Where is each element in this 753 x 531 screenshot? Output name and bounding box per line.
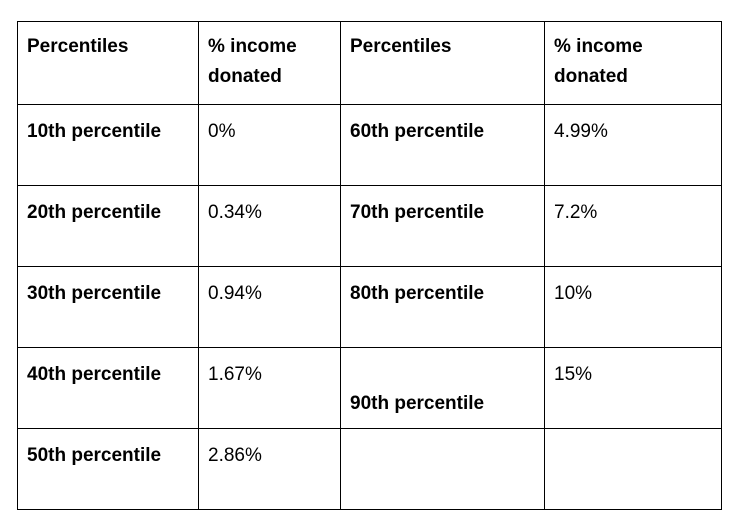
row-label-right: 90th percentile (340, 347, 545, 429)
row-value-left: 2.86% (198, 428, 341, 510)
row-label-right (340, 428, 545, 510)
row-value-right: 10% (544, 266, 722, 348)
table-row: 20th percentile 0.34% 70th percentile 7.… (17, 185, 722, 267)
row-value-left: 0.34% (198, 185, 341, 267)
row-value-right (544, 428, 722, 510)
row-value-right: 15% (544, 347, 722, 429)
row-value-right: 4.99% (544, 104, 722, 186)
header-percentiles-left: Percentiles (17, 21, 199, 105)
header-income-donated-right: % income donated (544, 21, 722, 105)
row-label-right: 70th percentile (340, 185, 545, 267)
table-row: 10th percentile 0% 60th percentile 4.99% (17, 104, 722, 186)
row-value-right: 7.2% (544, 185, 722, 267)
row-label-left: 10th percentile (17, 104, 199, 186)
row-label-left: 40th percentile (17, 347, 199, 429)
header-percentiles-right: Percentiles (340, 21, 545, 105)
header-income-donated-left: % income donated (198, 21, 341, 105)
row-label-left: 20th percentile (17, 185, 199, 267)
row-label-right: 80th percentile (340, 266, 545, 348)
row-value-left: 0% (198, 104, 341, 186)
table-row: 50th percentile 2.86% (17, 428, 722, 510)
percentile-donation-table: Percentiles % income donated Percentiles… (17, 21, 722, 510)
row-value-left: 1.67% (198, 347, 341, 429)
table-row: 30th percentile 0.94% 80th percentile 10… (17, 266, 722, 348)
table-row: 40th percentile 1.67% 90th percentile 15… (17, 347, 722, 429)
table-header-row: Percentiles % income donated Percentiles… (17, 21, 722, 105)
row-value-left: 0.94% (198, 266, 341, 348)
row-label-left: 50th percentile (17, 428, 199, 510)
row-label-left: 30th percentile (17, 266, 199, 348)
row-label-right: 60th percentile (340, 104, 545, 186)
